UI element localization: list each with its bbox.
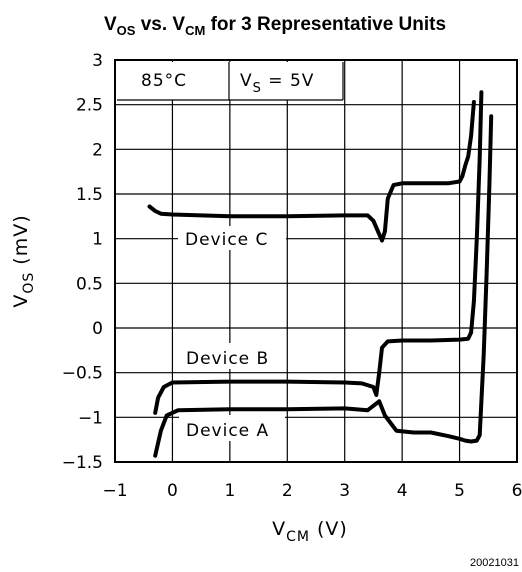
y-tick-label: −0.5 xyxy=(62,364,103,384)
series-line-device-b xyxy=(153,90,484,415)
series-line-device-c xyxy=(147,100,476,243)
y-tick-label: −1 xyxy=(78,408,103,428)
device-c-label-backing xyxy=(178,226,286,250)
y-tick-label: 2 xyxy=(92,140,103,160)
y-axis-label: VOS (mV) xyxy=(10,214,37,307)
device-a-label-backing xyxy=(179,415,285,441)
grid xyxy=(115,60,517,462)
device-b-label: Device B xyxy=(186,349,269,369)
supply-voltage-label: VS = 5V xyxy=(240,71,314,96)
figure-id: 20021031 xyxy=(470,557,519,569)
y-axis-ticks: −1.5 −1 −0.5 0 0.5 1 1.5 2 2.5 3 xyxy=(62,51,103,473)
x-tick-label: 5 xyxy=(454,481,465,501)
device-c-label: Device C xyxy=(185,230,268,250)
y-tick-label: 0 xyxy=(92,319,103,339)
y-tick-label: 0.5 xyxy=(76,274,103,294)
y-tick-label: 2.5 xyxy=(76,96,103,116)
chart-title: VOS vs. VCM for 3 Representative Units xyxy=(104,14,446,38)
plot-frame xyxy=(114,59,518,463)
x-axis-ticks: −1 0 1 2 3 4 5 6 xyxy=(102,481,522,501)
conditions-backing xyxy=(117,62,343,100)
x-tick-label: 6 xyxy=(512,481,522,501)
y-tick-label: 1 xyxy=(92,230,103,250)
temperature-label: 85°C xyxy=(141,71,187,91)
device-b-label-backing xyxy=(179,343,283,369)
series-curves xyxy=(147,90,494,458)
x-tick-label: 1 xyxy=(224,481,235,501)
series-line-device-a xyxy=(153,114,494,458)
x-tick-label: 0 xyxy=(167,481,178,501)
y-tick-label: 1.5 xyxy=(76,185,103,205)
x-tick-label: 3 xyxy=(339,481,350,501)
x-tick-label: 4 xyxy=(397,481,408,501)
x-tick-label: 2 xyxy=(282,481,293,501)
x-tick-label: −1 xyxy=(102,481,127,501)
y-tick-label: 3 xyxy=(92,51,103,71)
y-tick-label: −1.5 xyxy=(62,453,103,473)
device-a-label: Device A xyxy=(186,421,269,441)
x-axis-label: VCM (V) xyxy=(272,518,348,545)
